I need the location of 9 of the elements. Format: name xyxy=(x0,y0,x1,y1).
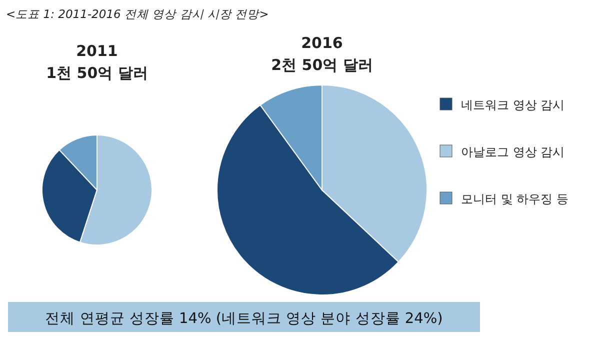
legend-label: 네트워크 영상 감시 xyxy=(461,98,565,112)
chart-title: 2016 xyxy=(301,34,343,52)
text: 전체 연평균 성장률 14% (네트워크 영상 분야 성장률 24%) xyxy=(45,311,443,327)
legend-label: 아날로그 영상 감시 xyxy=(461,145,565,159)
chart-subtitle: 2천 50억 달러 xyxy=(271,56,373,74)
text: <도표 1: 2011-2016 전체 영상 감시 시장 전망> xyxy=(6,7,269,21)
legend-label: 모니터 및 하우징 등 xyxy=(461,192,568,206)
chart-subtitle: 1천 50억 달러 xyxy=(46,64,148,82)
chart-title: 2011 xyxy=(76,42,118,60)
